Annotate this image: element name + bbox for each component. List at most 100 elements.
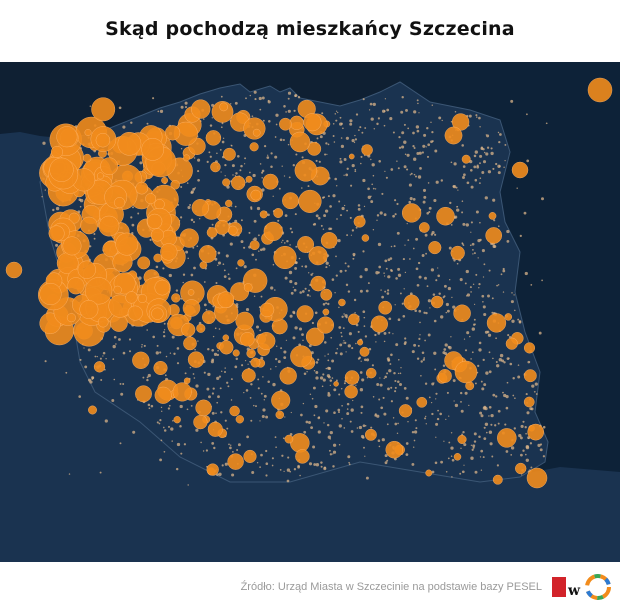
- small-dot: [265, 449, 268, 453]
- bubble: [206, 227, 218, 238]
- small-dot: [386, 459, 389, 462]
- small-dot: [251, 115, 254, 118]
- small-dot: [171, 440, 173, 442]
- small-dot: [274, 155, 278, 159]
- small-dot: [492, 167, 495, 170]
- small-dot: [279, 138, 283, 142]
- small-dot: [284, 416, 286, 418]
- small-dot: [332, 194, 336, 198]
- small-dot: [363, 205, 366, 208]
- small-dot: [346, 209, 348, 212]
- small-dot: [503, 166, 505, 169]
- bubble: [198, 245, 217, 263]
- small-dot: [441, 119, 443, 122]
- small-dot: [263, 399, 266, 401]
- small-dot: [364, 335, 368, 338]
- small-dot: [115, 343, 117, 345]
- bubble: [453, 453, 462, 461]
- small-dot: [212, 335, 215, 338]
- small-dot: [397, 380, 400, 384]
- small-dot: [444, 352, 448, 356]
- bubble: [523, 342, 536, 354]
- small-dot: [426, 127, 429, 130]
- small-dot: [430, 140, 433, 144]
- small-dot: [286, 479, 290, 483]
- small-dot: [343, 204, 346, 207]
- small-dot: [226, 427, 229, 430]
- small-dot: [138, 276, 142, 280]
- bubble: [284, 434, 294, 444]
- bubble: [338, 298, 346, 307]
- bubble: [515, 462, 527, 475]
- small-dot: [417, 344, 420, 347]
- small-dot: [384, 461, 388, 465]
- small-dot: [312, 272, 314, 275]
- bubble: [160, 243, 178, 261]
- small-dot: [289, 244, 291, 246]
- small-dot: [517, 318, 520, 321]
- small-dot: [190, 404, 193, 407]
- small-dot: [186, 182, 189, 184]
- small-dot: [490, 151, 494, 156]
- bubble: [117, 131, 142, 156]
- small-dot: [480, 414, 484, 418]
- small-dot: [472, 323, 476, 326]
- publisher-logo[interactable]: w: [550, 572, 614, 602]
- small-dot: [479, 456, 482, 458]
- small-dot: [404, 153, 407, 156]
- small-dot: [207, 347, 210, 351]
- small-dot: [257, 387, 260, 390]
- small-dot: [470, 358, 472, 360]
- small-dot: [450, 455, 453, 457]
- small-dot: [456, 262, 459, 265]
- footer: Źródło: Urząd Miasta w Szczecinie na pod…: [0, 570, 620, 610]
- small-dot: [481, 171, 485, 174]
- bubble: [353, 215, 366, 228]
- small-dot: [360, 155, 363, 158]
- small-dot: [250, 206, 253, 209]
- small-dot: [176, 362, 180, 365]
- bubble: [84, 129, 92, 136]
- small-dot: [348, 463, 351, 466]
- bubble: [231, 175, 246, 191]
- small-dot: [351, 347, 354, 350]
- small-dot: [343, 158, 347, 161]
- small-dot: [355, 384, 357, 386]
- small-dot: [175, 467, 179, 471]
- small-dot: [230, 103, 232, 105]
- small-dot: [221, 140, 225, 144]
- small-dot: [199, 218, 201, 220]
- small-dot: [260, 392, 263, 395]
- small-dot: [386, 423, 389, 426]
- bubble: [235, 311, 254, 331]
- bubble: [222, 178, 231, 187]
- small-dot: [219, 387, 222, 390]
- small-dot: [484, 422, 489, 426]
- small-dot: [375, 271, 379, 275]
- small-dot: [311, 397, 314, 400]
- bubble: [225, 199, 233, 208]
- bubble: [370, 315, 388, 333]
- small-dot: [383, 213, 387, 217]
- small-dot: [425, 252, 428, 255]
- small-dot: [179, 425, 182, 428]
- small-dot: [461, 200, 464, 202]
- logo-letter: w: [567, 583, 581, 599]
- small-dot: [386, 292, 390, 295]
- small-dot: [197, 340, 199, 342]
- small-dot: [272, 382, 276, 387]
- bubble: [246, 348, 256, 359]
- bubble: [217, 291, 235, 309]
- small-dot: [462, 165, 466, 168]
- small-dot: [229, 444, 232, 446]
- small-dot: [530, 284, 533, 286]
- small-dot: [324, 355, 326, 357]
- small-dot: [354, 168, 357, 171]
- small-dot: [152, 97, 155, 100]
- small-dot: [292, 286, 294, 288]
- small-dot: [397, 167, 400, 170]
- small-dot: [537, 443, 541, 447]
- small-dot: [535, 393, 538, 395]
- bubble: [262, 173, 279, 190]
- bubble: [485, 227, 503, 244]
